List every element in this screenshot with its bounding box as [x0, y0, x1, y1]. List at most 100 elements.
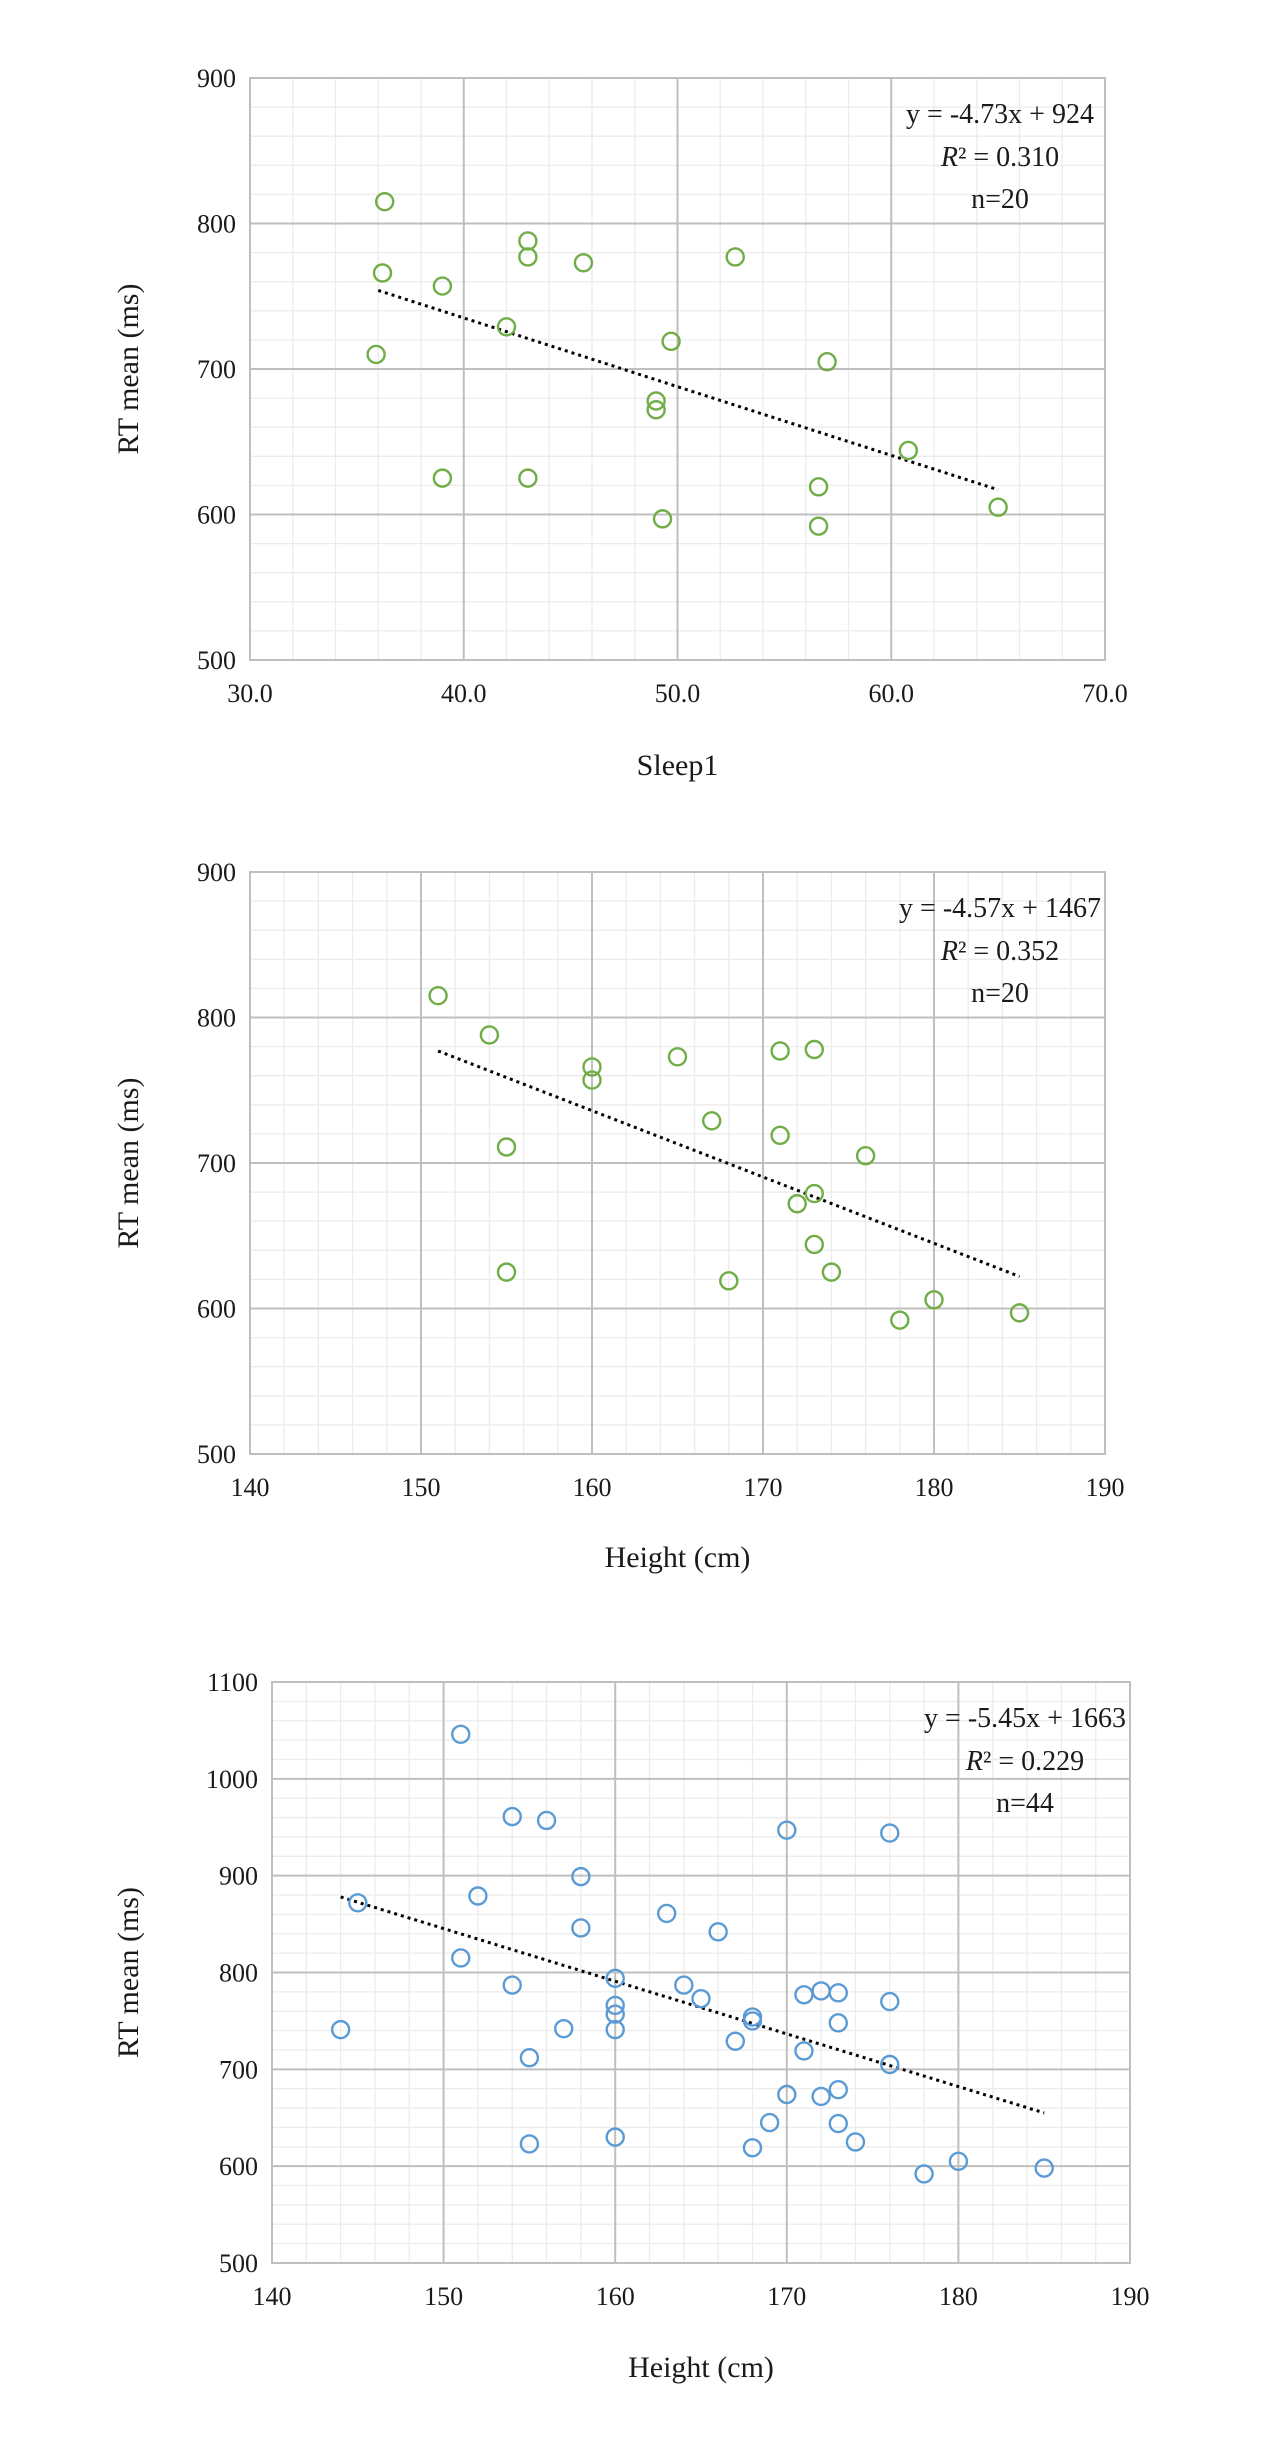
y-axis-label: RT mean (ms) — [112, 1078, 145, 1249]
x-tick-label: 30.0 — [227, 679, 273, 708]
data-point — [794, 2041, 814, 2061]
data-point — [725, 2031, 746, 2051]
data-point — [571, 1918, 591, 1938]
plot-area-frame — [249, 871, 1106, 1455]
x-tick-label: 140 — [253, 2282, 292, 2311]
data-point — [777, 2084, 797, 2105]
x-tick-label: 40.0 — [441, 679, 487, 708]
data-points — [366, 191, 1008, 536]
y-tick-label: 700 — [197, 355, 236, 384]
data-point — [518, 468, 538, 488]
data-point — [794, 1985, 814, 2005]
y-tick-label: 800 — [197, 210, 236, 239]
x-tick-label: 50.0 — [655, 679, 701, 708]
data-point — [496, 1137, 517, 1157]
data-point — [502, 1975, 522, 1995]
data-point — [759, 2112, 780, 2133]
data-point — [742, 2011, 763, 2031]
r-squared-value: ² = 0.310 — [958, 142, 1059, 173]
x-tick-label: 140 — [231, 1473, 270, 1502]
data-point — [646, 391, 666, 411]
chart-2: 140 150 160 170 180 190 500 600 700 800 900 Height … — [112, 858, 1125, 1574]
r-symbol: R — [940, 936, 958, 967]
r-squared-label: R² = 0.352 — [940, 936, 1059, 967]
data-point — [582, 1070, 602, 1090]
y-tick-label: 1000 — [206, 1765, 258, 1794]
x-tick-label: 150 — [424, 2282, 463, 2311]
data-point — [914, 2164, 934, 2184]
x-tick-label: 180 — [939, 2282, 978, 2311]
data-point — [468, 1886, 488, 1906]
data-point — [898, 440, 919, 461]
x-axis-label: Height (cm) — [628, 2351, 774, 2384]
data-point — [880, 1991, 900, 2012]
y-tick-label: 600 — [197, 1295, 236, 1324]
data-point — [821, 1262, 842, 1282]
y-tick-label: 500 — [197, 1440, 236, 1469]
data-point — [496, 317, 517, 337]
y-axis-label: RT mean (ms) — [112, 1887, 145, 2058]
data-point — [817, 352, 837, 372]
data-point — [605, 1995, 625, 2016]
x-tick-label: 190 — [1086, 1473, 1125, 1502]
x-tick-label: 60.0 — [869, 679, 915, 708]
y-tick-label: 700 — [197, 1149, 236, 1178]
data-point — [770, 1041, 790, 1061]
data-points — [330, 1724, 1054, 2184]
x-axis-label: Sleep1 — [637, 749, 719, 782]
sample-size-label: n=20 — [971, 978, 1029, 1009]
data-point — [518, 231, 538, 251]
gridlines — [250, 78, 1105, 660]
data-point — [804, 1039, 824, 1060]
data-point — [880, 1823, 900, 1843]
data-point — [1034, 2158, 1054, 2178]
y-tick-label: 900 — [197, 64, 236, 93]
data-point — [708, 1922, 728, 1942]
gridlines — [272, 1682, 1130, 2263]
x-tick-label: 160 — [573, 1473, 612, 1502]
data-point — [571, 1866, 591, 1887]
data-point — [605, 1968, 625, 1989]
data-point — [719, 1271, 739, 1291]
data-point — [988, 497, 1008, 517]
data-point — [742, 2138, 763, 2158]
data-point — [691, 1988, 711, 2009]
x-tick-label: 170 — [767, 2282, 806, 2311]
plot-area-frame — [249, 77, 1106, 661]
data-point — [1009, 1303, 1030, 1323]
y-tick-label: 500 — [197, 646, 236, 675]
data-point — [536, 1810, 557, 1831]
data-point — [845, 2132, 866, 2152]
data-point — [582, 1057, 602, 1077]
data-point — [573, 253, 594, 273]
regression-equation: y = -5.45x + 1663 — [924, 1703, 1126, 1734]
x-axis-label: Height (cm) — [605, 1541, 751, 1574]
data-point — [787, 1194, 807, 1214]
x-tick-label: 150 — [402, 1473, 441, 1502]
regression-equation: y = -4.73x + 924 — [906, 99, 1094, 130]
r-squared-value: ² = 0.229 — [983, 1746, 1084, 1777]
data-point — [518, 247, 538, 267]
data-point — [479, 1025, 500, 1045]
data-point — [374, 191, 395, 212]
trendline — [437, 1049, 1021, 1278]
data-point — [674, 1975, 694, 1995]
data-point — [808, 516, 829, 536]
plot-area-frame — [271, 1681, 1131, 2264]
data-point — [890, 1310, 910, 1330]
data-point — [605, 2004, 625, 2024]
data-point — [432, 276, 453, 296]
y-tick-label: 1100 — [207, 1668, 258, 1697]
data-point — [804, 1234, 824, 1255]
regression-equation: y = -4.57x + 1467 — [899, 893, 1101, 924]
data-point — [496, 1262, 517, 1282]
y-tick-label: 800 — [219, 1959, 258, 1988]
data-point — [828, 2079, 848, 2100]
x-tick-label: 170 — [744, 1473, 783, 1502]
data-point — [828, 1983, 848, 2003]
data-point — [770, 1125, 790, 1146]
data-point — [348, 1893, 368, 1913]
trendline — [340, 1895, 1045, 2115]
y-tick-label: 900 — [197, 858, 236, 887]
